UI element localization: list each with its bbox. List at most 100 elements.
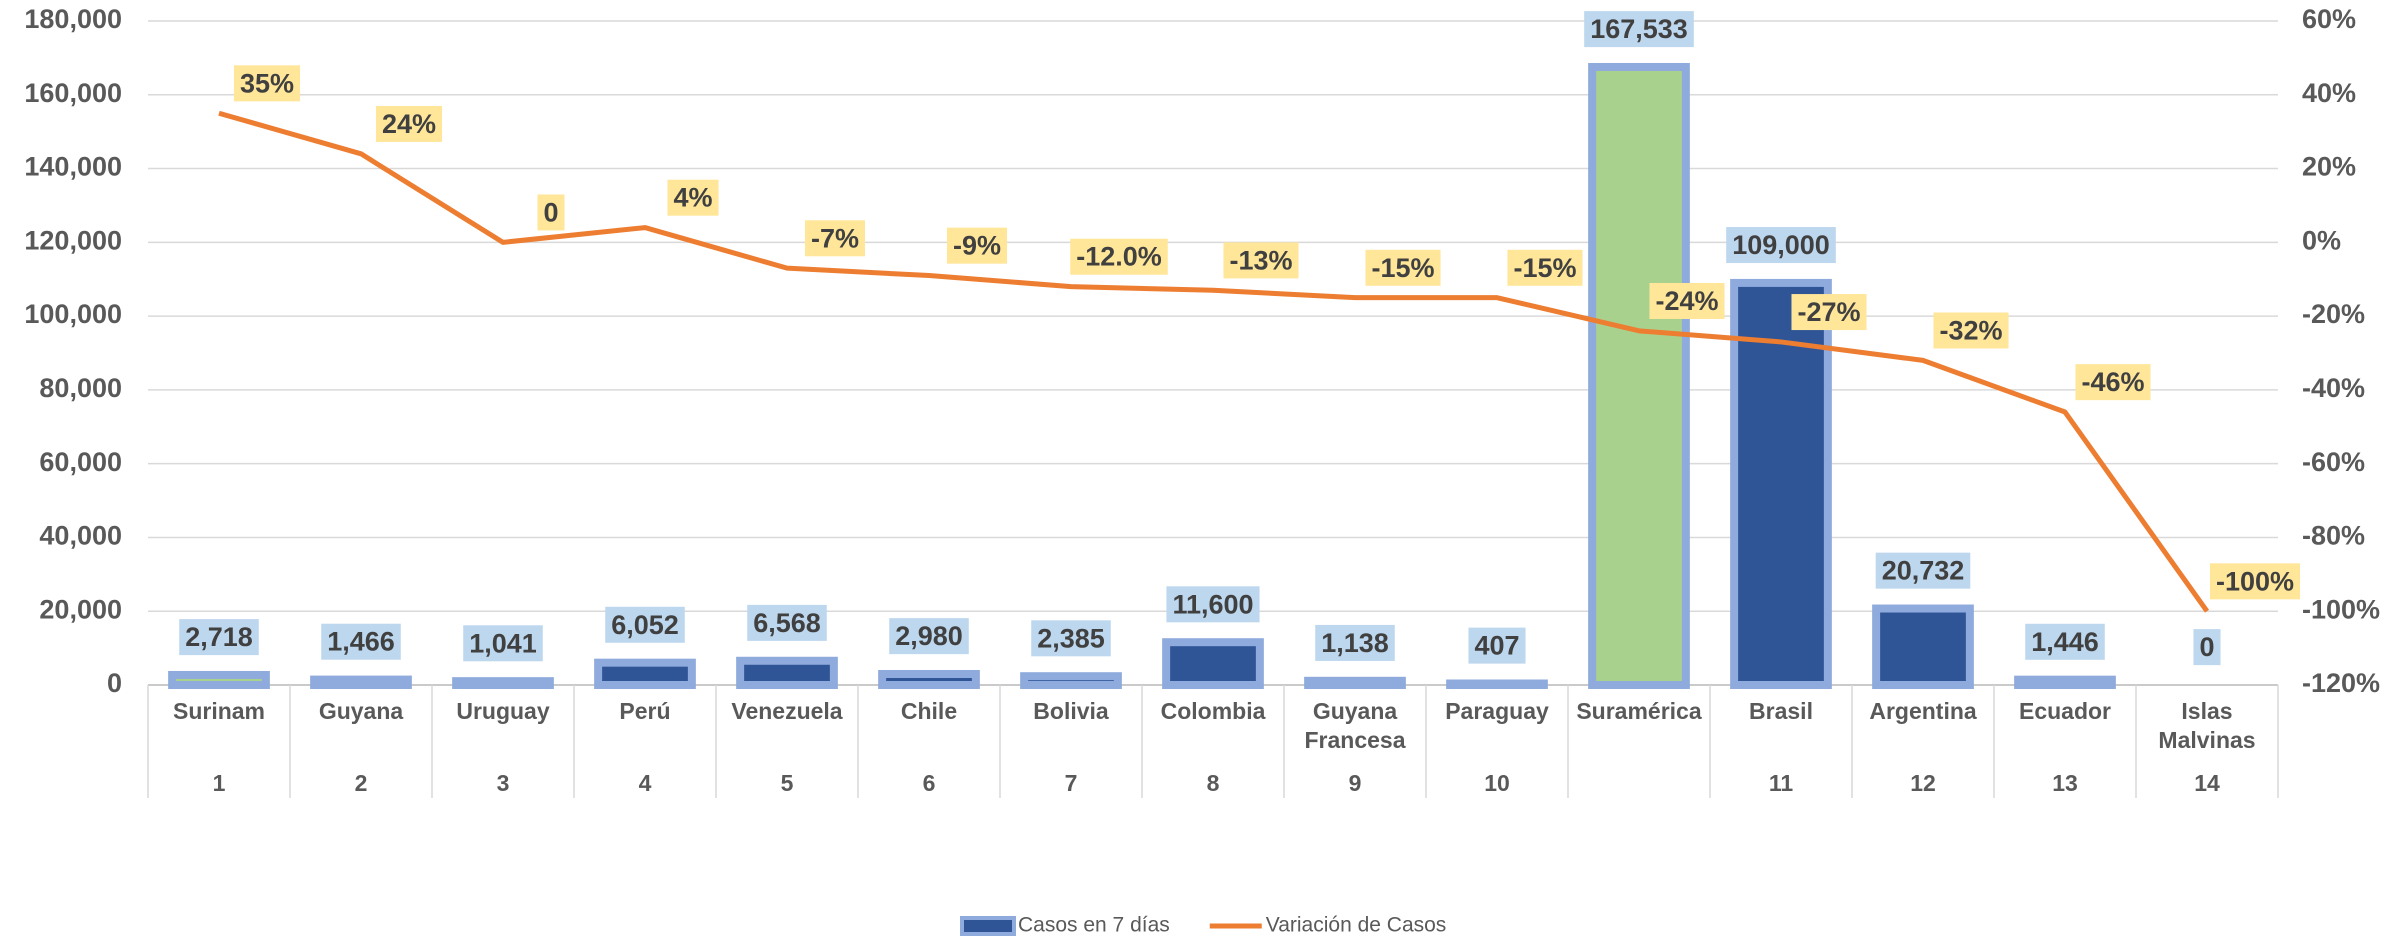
line-value-label: 35% bbox=[240, 68, 294, 98]
rank-label: 2 bbox=[355, 770, 368, 796]
bar-value-label-bg bbox=[1875, 552, 1971, 589]
legend-swatch bbox=[960, 916, 1016, 936]
y2-tick-label: -120% bbox=[2302, 668, 2380, 698]
bar-value-label: 11,600 bbox=[1172, 589, 1253, 619]
rank-label: 3 bbox=[497, 770, 510, 796]
bar bbox=[310, 675, 412, 690]
y2-tick-label: 40% bbox=[2302, 78, 2356, 108]
rank-label: 12 bbox=[1910, 770, 1936, 796]
bar bbox=[452, 677, 554, 689]
bar-value-label-bg bbox=[889, 618, 969, 655]
rank-label: 11 bbox=[1769, 770, 1794, 796]
y-tick-label: 180,000 bbox=[24, 4, 122, 34]
bar-value-label: 2,718 bbox=[185, 622, 253, 652]
bar-value-label-bg bbox=[321, 623, 401, 660]
y2-tick-label: 60% bbox=[2302, 4, 2356, 34]
bar-value-label: 109,000 bbox=[1732, 230, 1830, 260]
bar bbox=[594, 658, 696, 690]
line-value-label: 24% bbox=[382, 109, 436, 139]
label-line: Islas bbox=[2181, 698, 2232, 724]
bar-value-label-bg bbox=[1315, 624, 1395, 661]
rank-label: 10 bbox=[1484, 770, 1510, 796]
bar-value-label: 1,466 bbox=[327, 627, 395, 657]
y2-tick-label: 20% bbox=[2302, 152, 2356, 182]
bar-value-label: 167,533 bbox=[1590, 14, 1688, 44]
bar-value-label-bg bbox=[747, 604, 827, 641]
x-tick-label: Colombia bbox=[1161, 698, 1266, 724]
x-tick-label: Bolivia bbox=[1033, 698, 1109, 724]
line-value-label: 0 bbox=[543, 197, 558, 227]
rank-label: 9 bbox=[1349, 770, 1362, 796]
y2-tick-label: -80% bbox=[2302, 521, 2365, 551]
x-tick-label: Islas Malvinas bbox=[2158, 698, 2255, 753]
bar bbox=[2014, 675, 2116, 690]
line-value-label: -46% bbox=[2081, 367, 2144, 397]
bar-value-label: 1,138 bbox=[1321, 628, 1389, 658]
label-line: Francesa bbox=[1304, 727, 1405, 753]
line-value-label-bg bbox=[233, 65, 301, 102]
label-line: Guyana bbox=[1313, 698, 1398, 724]
bar-value-label: 2,980 bbox=[895, 621, 963, 651]
x-tick-label: Guyana Francesa bbox=[1304, 698, 1405, 753]
y2-tick-label: -100% bbox=[2302, 594, 2380, 624]
bar bbox=[878, 670, 980, 690]
bar-value-label-bg bbox=[1031, 620, 1111, 657]
line-value-label: -100% bbox=[2216, 566, 2294, 596]
bar bbox=[736, 656, 838, 689]
y-tick-label: 60,000 bbox=[39, 447, 122, 477]
rank-label: 6 bbox=[923, 770, 936, 796]
y-tick-label: 100,000 bbox=[24, 299, 122, 329]
rank-label: 13 bbox=[2052, 770, 2078, 796]
line-value-label-bg bbox=[1070, 238, 1168, 275]
rank-label: 8 bbox=[1207, 770, 1220, 796]
rank-label: 5 bbox=[781, 770, 794, 796]
line-value-label-bg bbox=[1791, 294, 1867, 331]
bar-value-label: 407 bbox=[1474, 631, 1519, 661]
line-value-label: 4% bbox=[673, 183, 712, 213]
x-tick-label: Chile bbox=[901, 698, 957, 724]
y2-tick-label: -20% bbox=[2302, 299, 2365, 329]
y2-tick-label: -60% bbox=[2302, 447, 2365, 477]
rank-label: 14 bbox=[2194, 770, 2220, 796]
line-value-label: -27% bbox=[1797, 297, 1860, 327]
bar-value-label: 1,446 bbox=[2031, 627, 2099, 657]
bar-value-label: 6,052 bbox=[611, 610, 679, 640]
line-value-label: -24% bbox=[1655, 286, 1718, 316]
line-value-label: -9% bbox=[953, 231, 1001, 261]
bar-value-label-bg bbox=[1584, 11, 1694, 48]
legend-label: Variación de Casos bbox=[1266, 914, 1447, 937]
bar bbox=[1872, 604, 1974, 690]
bar-value-label-bg bbox=[1726, 227, 1836, 264]
line-value-label-bg bbox=[946, 227, 1008, 264]
line-value-label-bg bbox=[804, 220, 866, 257]
x-tick-label: Uruguay bbox=[456, 698, 550, 724]
bar-value-label-bg bbox=[2193, 629, 2221, 666]
bar bbox=[1304, 676, 1406, 690]
bar-value-label: 6,568 bbox=[753, 608, 821, 638]
bar-value-label: 0 bbox=[2199, 632, 2214, 662]
line-value-label-bg bbox=[1507, 249, 1583, 286]
line-value-label-bg bbox=[2075, 364, 2151, 401]
line-value-label-bg bbox=[1223, 242, 1299, 279]
line-value-label-bg bbox=[375, 105, 443, 142]
label-line: Malvinas bbox=[2158, 727, 2255, 753]
line-value-label: -13% bbox=[1229, 245, 1292, 275]
line-value-label: -15% bbox=[1513, 253, 1576, 283]
y-tick-label: 0 bbox=[107, 668, 122, 698]
line-value-label: -32% bbox=[1939, 316, 2002, 346]
rank-label: 4 bbox=[639, 770, 652, 796]
x-tick-label: Venezuela bbox=[731, 698, 842, 724]
bar-value-label-bg bbox=[2025, 623, 2105, 660]
x-tick-label: Argentina bbox=[1869, 698, 1977, 724]
line-value-label-bg bbox=[1933, 312, 2009, 349]
rank-label: 7 bbox=[1065, 770, 1078, 796]
x-tick-label: Surinam bbox=[173, 698, 265, 724]
x-tick-label: Brasil bbox=[1749, 698, 1813, 724]
y-tick-label: 140,000 bbox=[24, 152, 122, 182]
rank-label: 1 bbox=[213, 770, 226, 796]
x-tick-label: Perú bbox=[619, 698, 670, 724]
bar-value-label-bg bbox=[463, 625, 543, 662]
bar bbox=[1588, 62, 1690, 689]
y-tick-label: 40,000 bbox=[39, 521, 122, 551]
